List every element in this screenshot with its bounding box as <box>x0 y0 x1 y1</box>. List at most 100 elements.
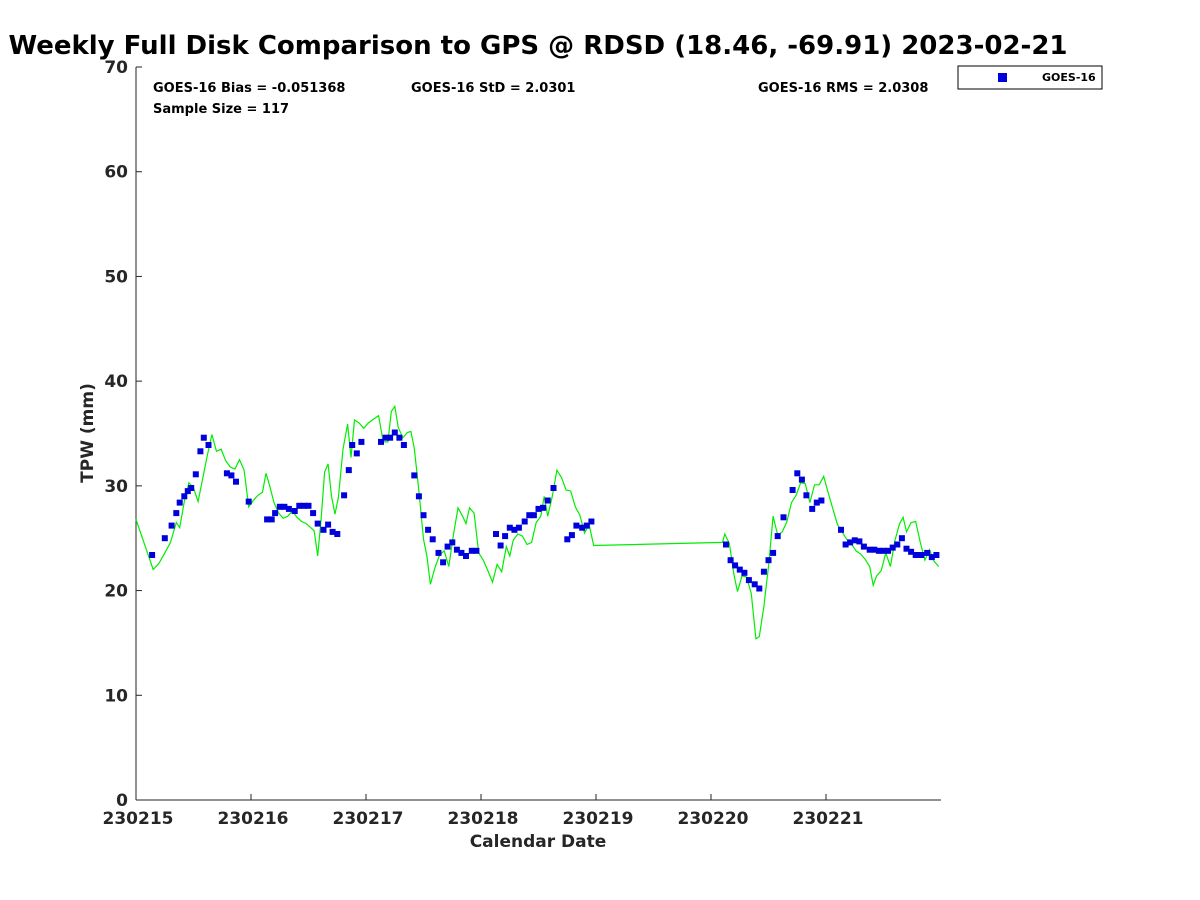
y-tick-label: 30 <box>104 477 128 497</box>
data-point <box>276 503 283 510</box>
data-point <box>898 535 905 542</box>
legend-label: GOES-16 <box>1042 71 1096 84</box>
series-line <box>135 404 940 640</box>
data-point <box>300 502 307 509</box>
plot-area <box>136 67 941 800</box>
data-point <box>526 512 533 519</box>
data-point <box>396 434 403 441</box>
data-point <box>798 476 805 483</box>
data-point <box>181 493 188 500</box>
data-point <box>912 552 919 558</box>
y-tick-label: 40 <box>104 372 128 392</box>
data-point <box>751 581 758 588</box>
data-point <box>349 442 356 448</box>
data-point <box>765 557 772 564</box>
data-point <box>325 521 332 528</box>
data-point <box>415 493 422 500</box>
data-point <box>903 545 910 552</box>
data-point <box>756 585 763 592</box>
data-point <box>285 505 292 512</box>
x-tick-label: 230219 <box>563 809 634 829</box>
data-point <box>387 434 394 441</box>
data-point <box>521 518 528 525</box>
data-point <box>818 497 825 504</box>
data-point <box>314 520 321 527</box>
data-point <box>173 510 180 517</box>
data-point <box>281 503 288 510</box>
data-point <box>329 528 336 535</box>
data-point <box>420 512 427 519</box>
data-point <box>544 497 551 504</box>
data-point <box>391 429 398 436</box>
data-point <box>440 559 447 566</box>
data-point <box>184 488 191 495</box>
data-point <box>794 470 801 477</box>
data-point <box>760 568 767 575</box>
legend-box <box>957 65 1103 90</box>
data-point <box>851 537 858 544</box>
data-point <box>435 549 442 556</box>
stat-sample-size: Sample Size = 117 <box>153 102 289 117</box>
data-point <box>425 526 432 533</box>
data-point <box>727 557 734 564</box>
data-point <box>573 522 580 529</box>
data-point <box>535 505 542 512</box>
data-point <box>233 478 239 485</box>
x-tick-label: 230216 <box>218 809 289 829</box>
data-point <box>774 533 781 540</box>
data-point <box>506 524 513 531</box>
data-point <box>809 505 816 512</box>
data-point <box>813 499 820 506</box>
data-point <box>192 471 199 478</box>
data-point <box>924 549 931 556</box>
data-point <box>856 538 863 545</box>
data-point <box>723 541 729 548</box>
data-point <box>918 552 925 558</box>
data-point <box>453 546 460 553</box>
data-point <box>449 539 456 546</box>
data-point <box>245 498 252 505</box>
data-point <box>732 562 739 569</box>
data-point <box>885 547 892 554</box>
data-point <box>880 547 887 554</box>
data-point <box>894 541 901 548</box>
data-point <box>429 536 436 543</box>
y-tick-label: 20 <box>104 582 128 602</box>
data-point <box>205 442 212 448</box>
data-point <box>149 552 156 558</box>
data-point <box>161 535 168 542</box>
x-tick-label: 230217 <box>333 809 404 829</box>
x-tick-label: 230218 <box>448 809 519 829</box>
y-ticks: 0 10 20 30 40 50 60 70 <box>104 58 142 811</box>
data-point <box>847 539 854 546</box>
data-point <box>463 553 469 559</box>
data-point <box>305 502 312 509</box>
stat-std: GOES-16 StD = 2.0301 <box>411 81 575 96</box>
data-point <box>341 492 348 499</box>
data-point <box>550 485 557 491</box>
data-point <box>400 442 407 448</box>
data-point <box>511 526 518 533</box>
data-point <box>353 450 360 457</box>
data-point <box>770 549 777 556</box>
y-axis-label: TPW (mm) <box>78 383 98 483</box>
data-point <box>468 547 475 554</box>
data-point <box>803 492 810 499</box>
data-point <box>264 516 271 523</box>
data-point <box>875 547 882 554</box>
x-tick-label: 230221 <box>793 809 864 829</box>
data-point <box>736 566 743 573</box>
data-point <box>358 438 365 445</box>
data-point <box>188 485 195 491</box>
data-point <box>866 546 873 553</box>
stat-rms: GOES-16 RMS = 2.0308 <box>758 81 928 96</box>
data-point <box>197 448 204 455</box>
chart-title: Weekly Full Disk Comparison to GPS @ RDS… <box>8 31 1067 61</box>
data-point <box>933 552 940 558</box>
data-point <box>780 514 787 521</box>
data-point <box>515 524 522 531</box>
data-point <box>889 544 896 551</box>
data-point <box>176 499 183 506</box>
data-point <box>473 547 480 554</box>
